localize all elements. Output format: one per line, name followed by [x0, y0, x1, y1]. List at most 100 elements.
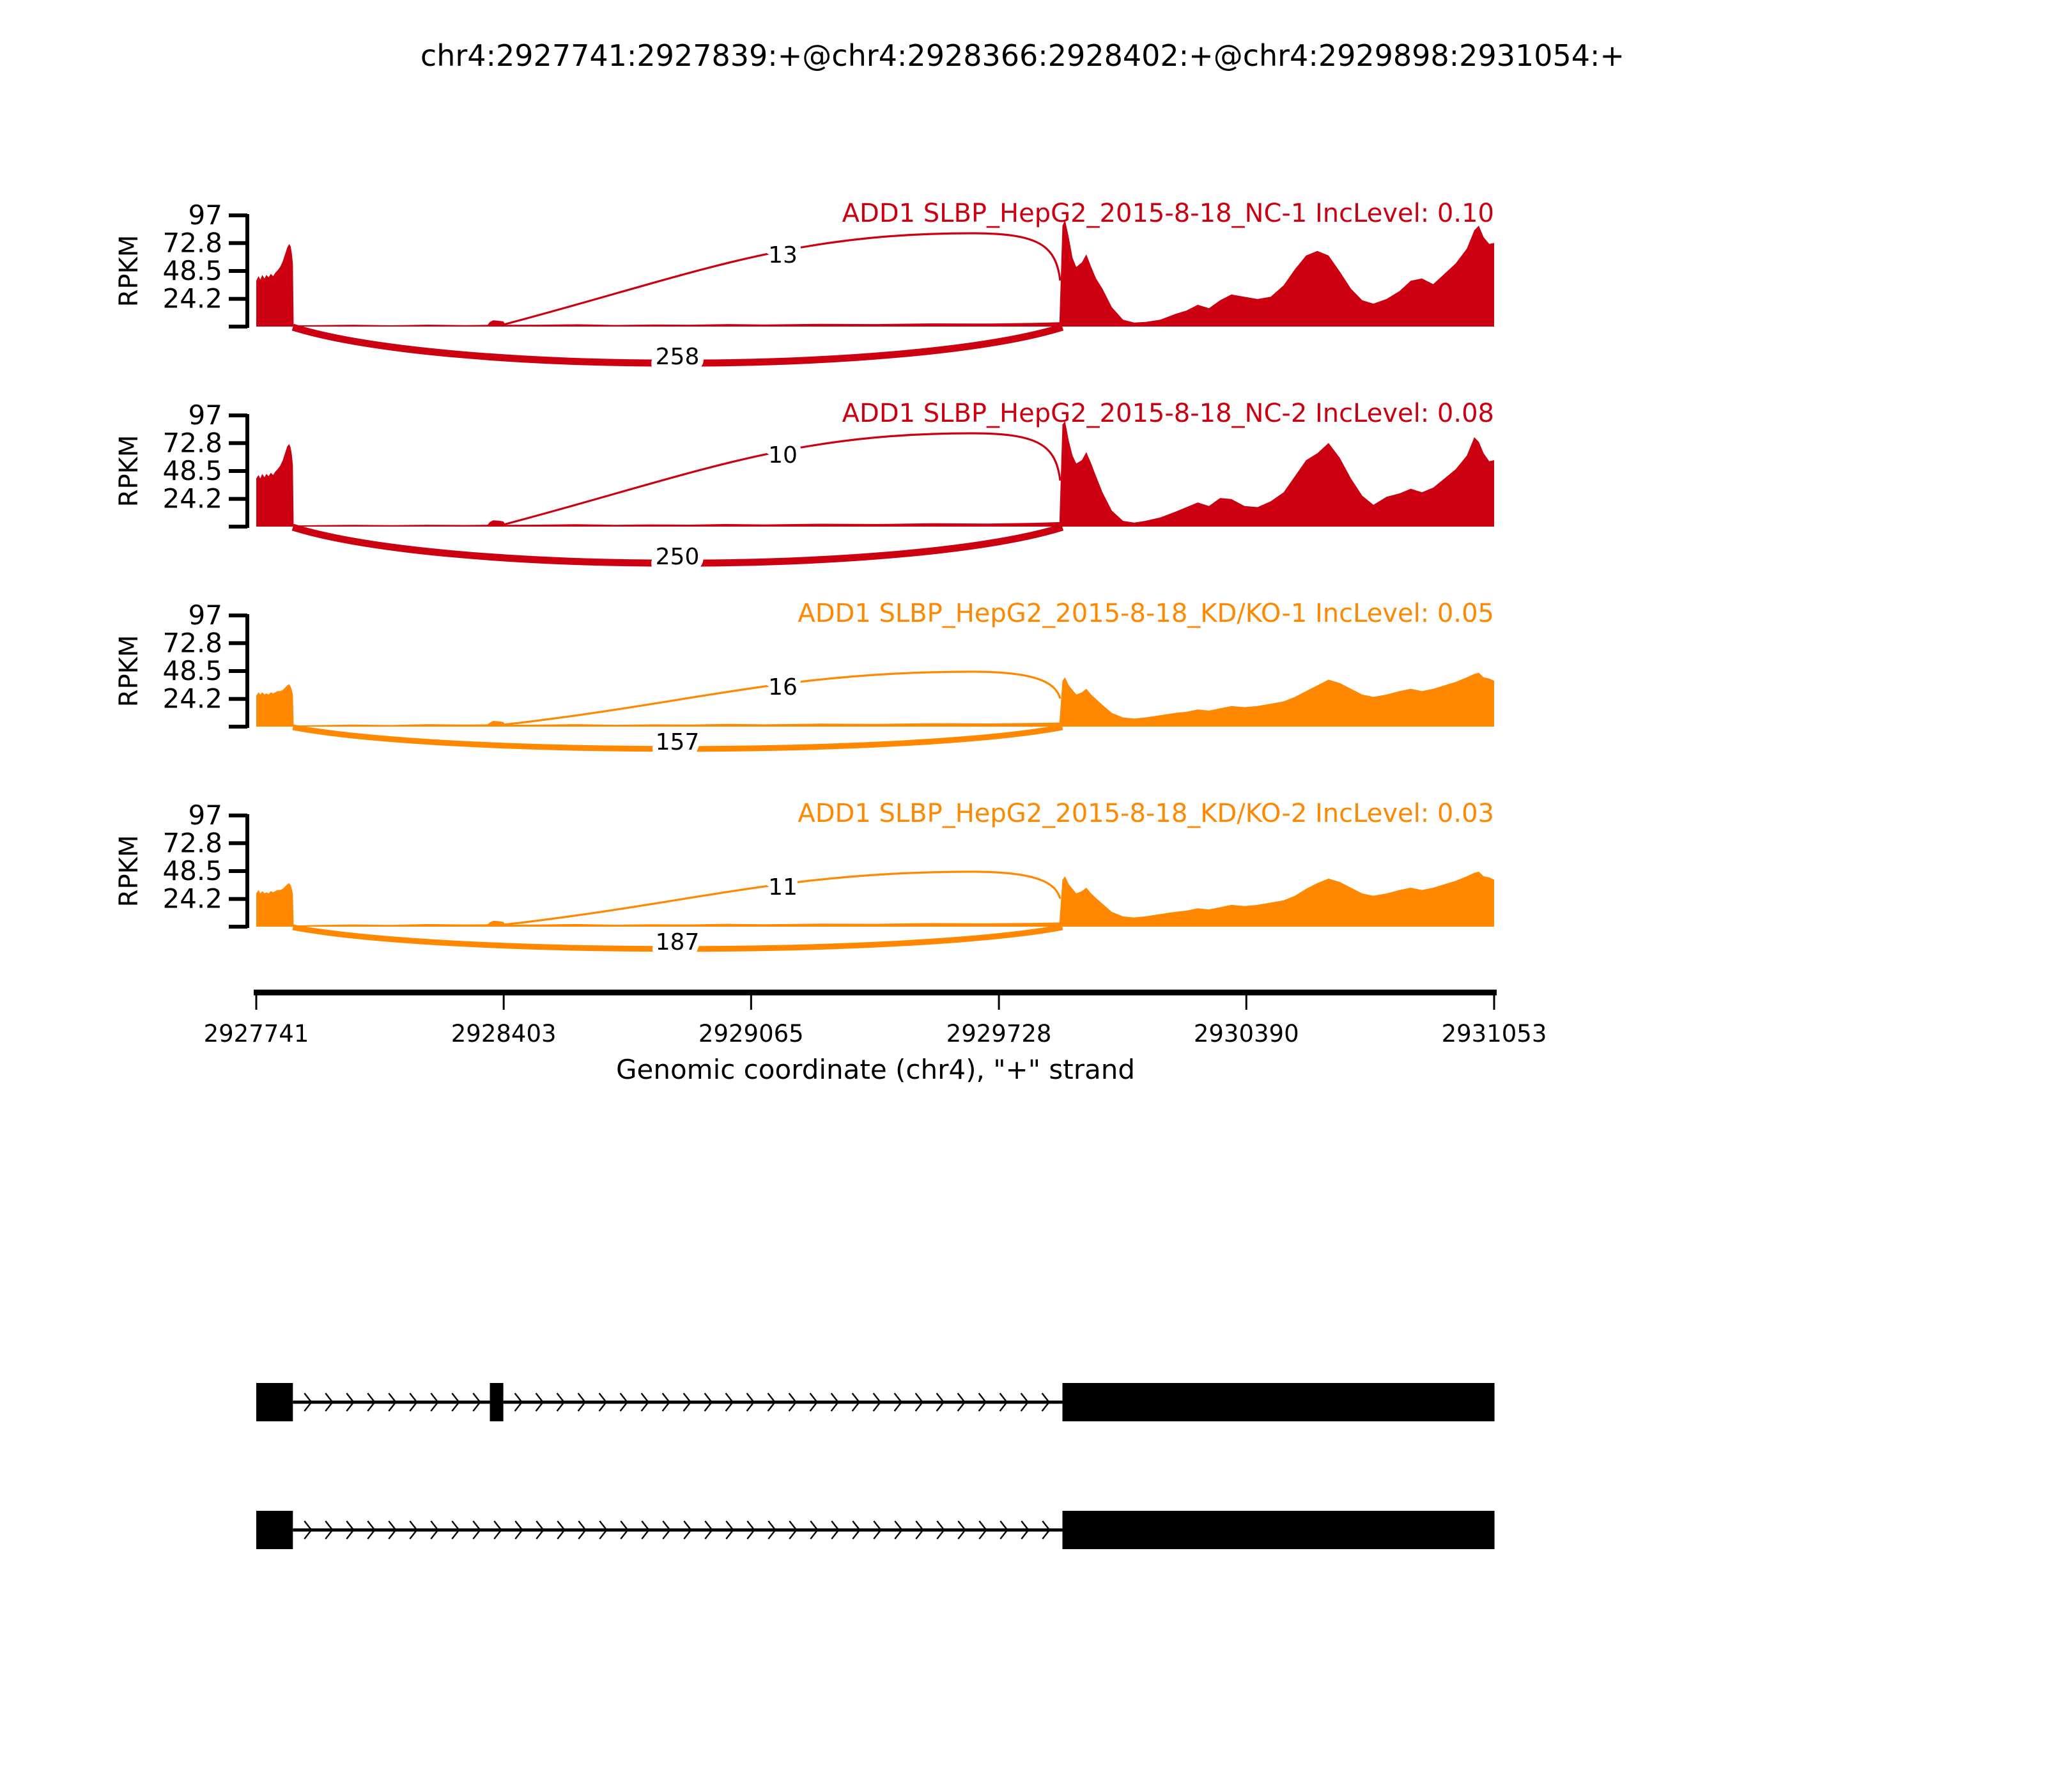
strand-arrow-icon — [957, 1393, 966, 1412]
strand-arrow-icon — [683, 1393, 692, 1412]
x-axis: 2927741 2928403 2929065 2929728 2930390 29310… — [204, 989, 1547, 1047]
skipping-junction-arc — [292, 724, 1063, 752]
y-axis-tick-label: 48.5 — [162, 655, 222, 686]
y-axis-track-4: 24.248.572.897 RPKM — [114, 799, 249, 929]
strand-arrow-icon — [915, 1520, 924, 1540]
coverage-area — [256, 672, 1494, 727]
strand-arrow-icon — [304, 1393, 313, 1412]
skipping-junction-count: 258 — [656, 344, 700, 370]
inclusion-isoform — [256, 1383, 1495, 1421]
x-axis-tick-label: 2928403 — [451, 1020, 557, 1047]
strand-arrow-icon — [619, 1393, 629, 1412]
strand-arrow-icon — [704, 1520, 713, 1540]
strand-arrow-icon — [830, 1393, 840, 1412]
strand-arrow-icon — [978, 1520, 987, 1540]
exon-box — [1062, 1383, 1495, 1421]
y-axis-tick-label: 24.2 — [162, 483, 222, 514]
inclusion-junction-count: 10 — [768, 442, 798, 468]
skipping-junction-count: 187 — [656, 929, 700, 955]
coverage-area — [256, 871, 1494, 927]
strand-arrow-icon — [1020, 1393, 1030, 1412]
y-axis-label: RPKM — [114, 235, 144, 307]
y-axis-label: RPKM — [114, 435, 144, 507]
y-axis-tick-label: 24.2 — [162, 283, 222, 314]
strand-arrow-icon — [809, 1393, 819, 1412]
strand-arrow-icon — [683, 1520, 692, 1540]
y-axis-tick-label: 72.8 — [162, 627, 222, 658]
y-axis-label: RPKM — [114, 635, 144, 707]
strand-arrow-icon — [872, 1393, 882, 1412]
y-axis-tick-label: 72.8 — [162, 827, 222, 858]
strand-arrow-icon — [304, 1520, 313, 1540]
coverage-area — [256, 421, 1494, 527]
y-axis-tick-label: 72.8 — [162, 427, 222, 458]
track-1: 24.248.572.897 RPKM 13 258 ADD1 SLBP_HepG2_2… — [114, 199, 1494, 376]
inclusion-junction-count: 11 — [768, 874, 798, 900]
y-axis-tick-label: 97 — [189, 399, 222, 431]
skipping-junction-arc — [291, 523, 1064, 567]
strand-arrow-icon — [746, 1393, 755, 1412]
exon-box — [1062, 1511, 1495, 1549]
track-label: ADD1 SLBP_HepG2_2015-8-18_NC-2 IncLevel:… — [842, 399, 1494, 428]
exon-box — [256, 1383, 293, 1421]
strand-arrow-icon — [999, 1520, 1008, 1540]
strand-arrow-icon — [894, 1520, 903, 1540]
track-label: ADD1 SLBP_HepG2_2015-8-18_NC-1 IncLevel:… — [842, 199, 1494, 228]
strand-arrow-icon — [556, 1393, 566, 1412]
inclusion-junction-arc — [503, 670, 1061, 726]
strand-arrow-icon — [472, 1393, 481, 1412]
x-axis-tick-label: 2929728 — [946, 1020, 1052, 1047]
strand-arrow-icon — [388, 1393, 397, 1412]
strand-arrow-icon — [346, 1520, 355, 1540]
strand-arrow-icon — [409, 1393, 418, 1412]
track-2: 24.248.572.897 RPKM 10 250 ADD1 SLBP_HepG2_2… — [114, 399, 1494, 576]
strand-arrow-icon — [1021, 1520, 1030, 1540]
strand-arrow-icon — [472, 1520, 481, 1540]
strand-arrow-icon — [661, 1393, 671, 1412]
strand-arrow-icon — [662, 1520, 671, 1540]
gene-model-isoforms — [256, 1383, 1495, 1549]
strand-arrow-icon — [893, 1393, 903, 1412]
strand-arrow-icon — [430, 1393, 439, 1412]
y-axis-tick-label: 48.5 — [162, 855, 222, 886]
strand-arrow-icon — [514, 1393, 523, 1412]
x-axis-tick-label: 2927741 — [204, 1020, 309, 1047]
coverage-area — [256, 220, 1494, 327]
strand-arrow-icon — [388, 1520, 397, 1540]
strand-arrow-icon — [346, 1393, 355, 1412]
y-axis-tick-label: 97 — [189, 199, 222, 231]
inclusion-junction-count: 13 — [768, 242, 798, 268]
exon-box — [256, 1511, 293, 1549]
x-axis-title: Genomic coordinate (chr4), "+" strand — [616, 1054, 1135, 1085]
strand-arrow-icon — [768, 1520, 776, 1540]
strand-arrow-icon — [325, 1393, 334, 1412]
strand-arrow-icon — [325, 1520, 334, 1540]
strand-arrow-icon — [746, 1520, 755, 1540]
y-axis-track-3: 24.248.572.897 RPKM — [114, 599, 249, 729]
strand-arrow-icon — [831, 1520, 840, 1540]
strand-arrow-icon — [851, 1393, 861, 1412]
x-axis-tick-label: 2931053 — [1442, 1020, 1547, 1047]
strand-arrow-icon — [641, 1520, 650, 1540]
strand-arrow-icon — [914, 1393, 924, 1412]
strand-arrow-icon — [978, 1393, 987, 1412]
strand-arrow-icon — [599, 1520, 608, 1540]
y-axis-tick-label: 24.2 — [162, 883, 222, 915]
strand-arrow-icon — [367, 1393, 376, 1412]
strand-arrow-icon — [873, 1520, 882, 1540]
strand-arrow-icon — [578, 1520, 587, 1540]
figure-title: chr4:2927741:2927839:+@chr4:2928366:2928… — [421, 38, 1624, 73]
inclusion-junction-count: 16 — [768, 674, 798, 700]
skipping-junction-count: 157 — [656, 729, 700, 755]
strand-arrow-icon — [957, 1520, 966, 1540]
y-axis-label: RPKM — [114, 835, 144, 908]
y-axis-tick-label: 97 — [189, 799, 222, 831]
track-label: ADD1 SLBP_HepG2_2015-8-18_KD/KO-2 IncLev… — [798, 799, 1494, 828]
skipping-junction-arc — [291, 323, 1064, 367]
strand-arrow-icon — [788, 1393, 798, 1412]
y-axis-track-1: 24.248.572.897 RPKM — [114, 199, 249, 328]
inclusion-junction-arc — [503, 232, 1061, 326]
strand-arrow-icon — [557, 1520, 566, 1540]
strand-arrow-icon — [640, 1393, 650, 1412]
